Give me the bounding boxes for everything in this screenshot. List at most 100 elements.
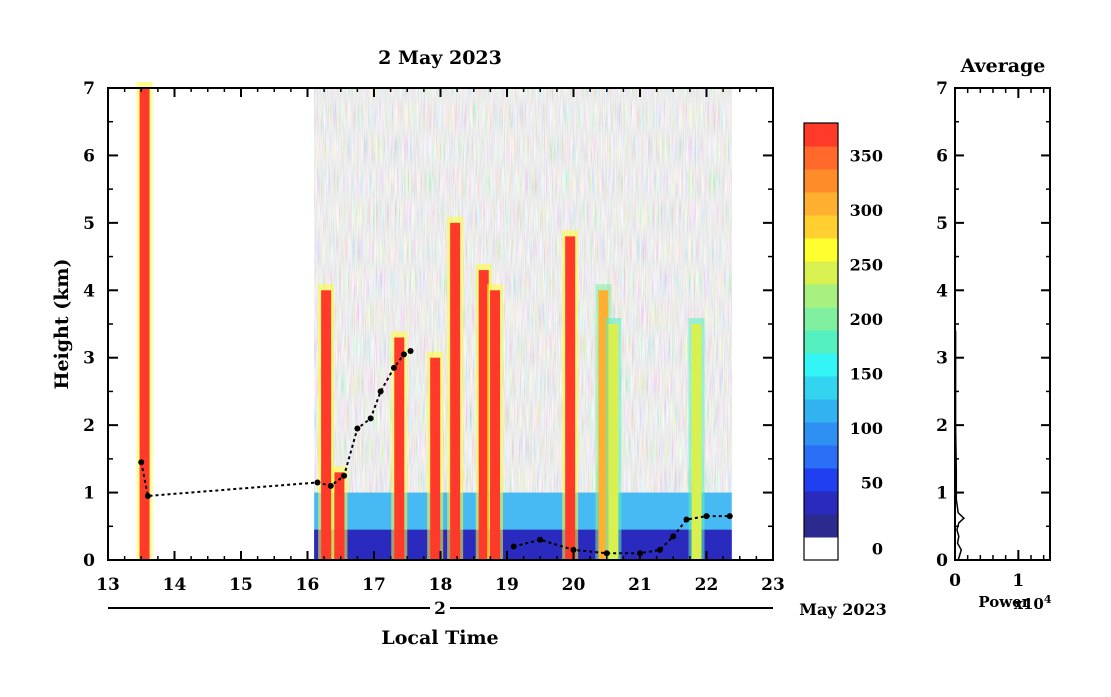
y-tick-label: 2 <box>83 416 95 436</box>
main-chart: 2 May 2023 13 14 15 16 17 18 19 20 21 22 23 012345… <box>51 47 887 649</box>
y-axis-label: Height (km) <box>51 259 73 390</box>
colorbar-swatch <box>804 353 838 377</box>
y-tick-label: 3 <box>83 349 95 369</box>
y-tick-label: 4 <box>83 281 95 301</box>
colorbar-tick-label: 0 <box>872 540 883 559</box>
colorbar-ticks: 0 50 100 150 200 250 300 350 <box>850 147 883 559</box>
colorbar-tick-label: 50 <box>861 474 883 493</box>
colorbar-swatch <box>804 215 838 239</box>
x-tick-label: 20 <box>562 575 586 595</box>
avg-y-tick-label: 4 <box>936 281 948 301</box>
plume-core <box>608 324 619 560</box>
colorbar-tick-label: 100 <box>850 419 883 438</box>
plume-core <box>565 236 576 561</box>
colorbar-tick-label: 250 <box>850 256 883 275</box>
colorbar-swatch <box>804 537 838 561</box>
average-ticks: 0 1 2 3 4 5 6 7 0 1 <box>936 79 1050 591</box>
y-tick-label: 5 <box>83 214 95 234</box>
x-tick-label: 15 <box>229 575 253 595</box>
avg-x-tick-label: 1 <box>1012 571 1024 591</box>
plume-core <box>394 337 405 560</box>
colorbar-swatch <box>804 330 838 354</box>
avg-y-tick-label: 0 <box>936 551 948 571</box>
avg-y-tick-label: 6 <box>936 146 948 166</box>
average-title: Average <box>960 55 1046 77</box>
surface-layer-point <box>603 550 610 557</box>
colorbar-swatch <box>804 192 838 216</box>
x-axis: 13 14 15 16 17 18 19 20 21 22 23 <box>96 88 785 595</box>
date-axis-day: 2 <box>434 599 446 619</box>
x-tick-label: 21 <box>628 575 652 595</box>
colorbar-swatch <box>804 514 838 538</box>
plume-core <box>450 222 461 560</box>
colorbar-swatch <box>804 307 838 331</box>
avg-y-tick-label: 2 <box>936 416 948 436</box>
average-x-label: Power <box>978 593 1030 611</box>
x-tick-label: 22 <box>695 575 719 595</box>
colorbar-tick-label: 300 <box>850 201 883 220</box>
colorbar-frame <box>803 122 839 561</box>
x-tick-label: 16 <box>296 575 320 595</box>
plume-core <box>478 270 489 560</box>
surface-layer-point <box>726 513 733 520</box>
avg-y-tick-label: 7 <box>936 79 948 99</box>
chart-title: 2 May 2023 <box>378 47 502 69</box>
colorbar-swatch <box>804 399 838 423</box>
plume-core <box>430 357 441 560</box>
x-tick-label: 13 <box>96 575 120 595</box>
average-profile-line <box>954 330 965 561</box>
plume-core <box>598 290 609 560</box>
y-axis: 0 1 2 3 4 5 6 7 <box>83 79 773 571</box>
coverage-noise <box>314 88 732 493</box>
avg-y-tick-label: 1 <box>936 484 948 504</box>
x-tick-label: 17 <box>362 575 386 595</box>
colorbar-swatch <box>804 422 838 446</box>
x-tick-label: 14 <box>163 575 187 595</box>
avg-y-tick-label: 5 <box>936 214 948 234</box>
colorbar-swatch <box>804 491 838 515</box>
x-tick-label: 23 <box>761 575 785 595</box>
average-x-multiplier-exp: 4 <box>1044 593 1052 606</box>
boundary-layer-point <box>144 492 151 499</box>
colorbar-swatch <box>804 468 838 492</box>
surface-layer-point-line <box>513 515 730 555</box>
colorbar: 0 50 100 150 200 250 300 350 <box>803 122 883 561</box>
colorbar-swatches <box>804 123 838 561</box>
plume-core <box>490 290 501 560</box>
colorbar-swatch <box>804 261 838 285</box>
y-tick-label: 7 <box>83 79 95 99</box>
date-axis-month-year: May 2023 <box>799 600 886 619</box>
x-tick-label: 19 <box>495 575 519 595</box>
avg-x-tick-label: 0 <box>949 571 961 591</box>
y-tick-label: 1 <box>83 484 95 504</box>
plume-core <box>334 472 345 560</box>
colorbar-swatch <box>804 238 838 262</box>
date-axis-label-bg <box>430 598 450 618</box>
y-tick-label: 6 <box>83 146 95 166</box>
y-tick-label: 0 <box>83 551 95 571</box>
boundary-layer-point-line <box>140 350 412 498</box>
colorbar-tick-label: 350 <box>850 147 883 166</box>
surface-layer-point <box>537 536 544 543</box>
average-x-multiplier: x104 <box>1014 593 1052 613</box>
colorbar-swatch <box>804 445 838 469</box>
plume-core <box>691 324 702 560</box>
plume-core <box>321 290 332 560</box>
x-tick-label: 18 <box>429 575 453 595</box>
colorbar-swatch <box>804 376 838 400</box>
plume-core <box>139 88 150 560</box>
heatmap-layer <box>136 82 733 561</box>
x-axis-label: Local Time <box>381 627 498 649</box>
colorbar-tick-label: 150 <box>850 365 883 384</box>
avg-y-tick-label: 3 <box>936 349 948 369</box>
coverage-near-surface <box>314 529 732 560</box>
surface-layer-point <box>703 513 710 520</box>
colorbar-swatch <box>804 146 838 170</box>
average-x-multiplier-base: x10 <box>1014 595 1044 613</box>
colorbar-tick-label: 200 <box>850 310 883 329</box>
colorbar-swatch <box>804 169 838 193</box>
colorbar-swatch <box>804 123 838 147</box>
average-frame <box>954 87 1051 561</box>
